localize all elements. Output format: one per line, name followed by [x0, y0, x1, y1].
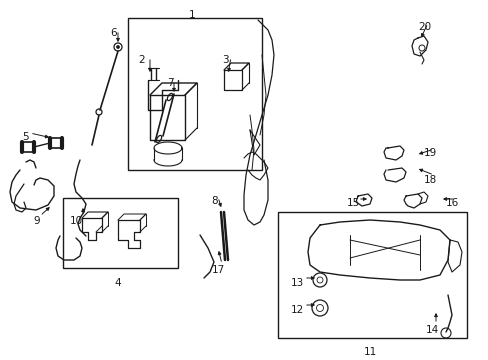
Text: 18: 18	[423, 175, 436, 185]
Text: 11: 11	[363, 347, 376, 357]
Text: 7: 7	[166, 78, 173, 88]
Text: 12: 12	[290, 305, 303, 315]
Text: 9: 9	[33, 216, 40, 226]
Text: 17: 17	[211, 265, 224, 275]
Bar	[63, 198, 178, 268]
Text: 20: 20	[418, 22, 431, 32]
Text: 2: 2	[139, 55, 145, 65]
Text: 4: 4	[115, 278, 121, 288]
Text: 19: 19	[423, 148, 436, 158]
Bar	[278, 212, 466, 338]
Text: 13: 13	[290, 278, 303, 288]
Text: 15: 15	[346, 198, 359, 208]
Text: 3: 3	[221, 55, 228, 65]
Text: 1: 1	[188, 10, 195, 20]
Text: 14: 14	[425, 325, 438, 335]
Circle shape	[116, 45, 119, 49]
Bar	[128, 18, 262, 170]
Text: 5: 5	[22, 132, 29, 142]
Text: 10: 10	[69, 216, 82, 226]
Text: 8: 8	[211, 196, 218, 206]
Text: 6: 6	[110, 28, 117, 38]
Text: 16: 16	[445, 198, 458, 208]
